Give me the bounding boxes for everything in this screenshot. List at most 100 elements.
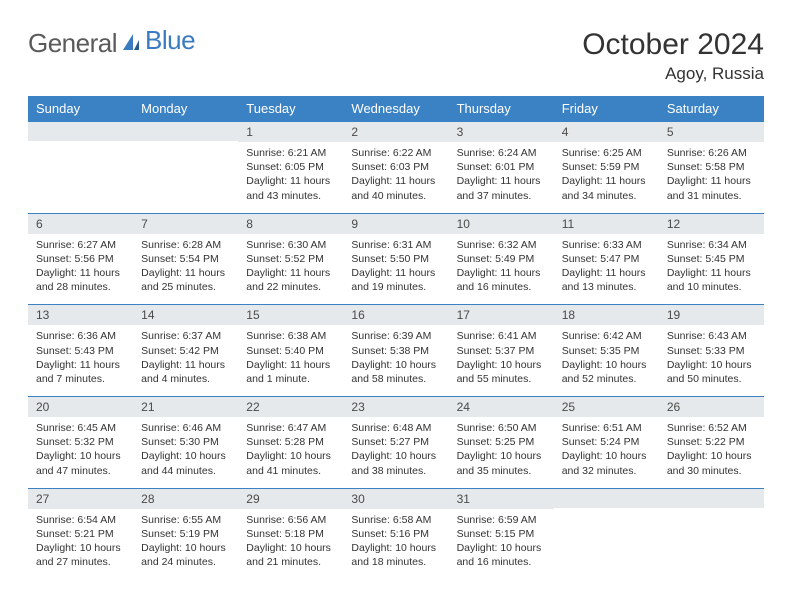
- daylight-text: Daylight: 11 hours and 10 minutes.: [667, 266, 756, 294]
- day-number: 15: [238, 304, 343, 325]
- sunrise-text: Sunrise: 6:45 AM: [36, 421, 125, 435]
- sunset-text: Sunset: 5:49 PM: [457, 252, 546, 266]
- sunset-text: Sunset: 5:19 PM: [141, 527, 230, 541]
- daylight-text: Daylight: 10 hours and 44 minutes.: [141, 449, 230, 477]
- sunrise-text: Sunrise: 6:22 AM: [351, 146, 440, 160]
- day-content: Sunrise: 6:56 AMSunset: 5:18 PMDaylight:…: [238, 509, 343, 580]
- daylight-text: Daylight: 10 hours and 52 minutes.: [562, 358, 651, 386]
- day-number: 2: [343, 121, 448, 142]
- day-number: 14: [133, 304, 238, 325]
- day-number: [28, 121, 133, 141]
- day-content: Sunrise: 6:43 AMSunset: 5:33 PMDaylight:…: [659, 325, 764, 396]
- daylight-text: Daylight: 10 hours and 16 minutes.: [457, 541, 546, 569]
- day-cell: 11Sunrise: 6:33 AMSunset: 5:47 PMDayligh…: [554, 213, 659, 305]
- day-content: Sunrise: 6:55 AMSunset: 5:19 PMDaylight:…: [133, 509, 238, 580]
- day-number: [554, 488, 659, 508]
- day-content: Sunrise: 6:31 AMSunset: 5:50 PMDaylight:…: [343, 234, 448, 305]
- sunrise-text: Sunrise: 6:47 AM: [246, 421, 335, 435]
- daylight-text: Daylight: 10 hours and 47 minutes.: [36, 449, 125, 477]
- daylight-text: Daylight: 11 hours and 4 minutes.: [141, 358, 230, 386]
- dayhead-thu: Thursday: [449, 96, 554, 121]
- sunset-text: Sunset: 5:54 PM: [141, 252, 230, 266]
- sunset-text: Sunset: 5:40 PM: [246, 344, 335, 358]
- daylight-text: Daylight: 10 hours and 30 minutes.: [667, 449, 756, 477]
- sunset-text: Sunset: 5:15 PM: [457, 527, 546, 541]
- day-cell: 24Sunrise: 6:50 AMSunset: 5:25 PMDayligh…: [449, 396, 554, 488]
- day-content: Sunrise: 6:36 AMSunset: 5:43 PMDaylight:…: [28, 325, 133, 396]
- day-number: 13: [28, 304, 133, 325]
- sunset-text: Sunset: 5:16 PM: [351, 527, 440, 541]
- day-cell: 9Sunrise: 6:31 AMSunset: 5:50 PMDaylight…: [343, 213, 448, 305]
- day-cell: 17Sunrise: 6:41 AMSunset: 5:37 PMDayligh…: [449, 304, 554, 396]
- daylight-text: Daylight: 10 hours and 27 minutes.: [36, 541, 125, 569]
- dayhead-row: Sunday Monday Tuesday Wednesday Thursday…: [28, 96, 764, 121]
- day-cell: 18Sunrise: 6:42 AMSunset: 5:35 PMDayligh…: [554, 304, 659, 396]
- daylight-text: Daylight: 11 hours and 16 minutes.: [457, 266, 546, 294]
- day-content: Sunrise: 6:26 AMSunset: 5:58 PMDaylight:…: [659, 142, 764, 213]
- sunset-text: Sunset: 5:58 PM: [667, 160, 756, 174]
- sunrise-text: Sunrise: 6:39 AM: [351, 329, 440, 343]
- sunset-text: Sunset: 5:28 PM: [246, 435, 335, 449]
- day-number: 10: [449, 213, 554, 234]
- daylight-text: Daylight: 10 hours and 58 minutes.: [351, 358, 440, 386]
- daylight-text: Daylight: 10 hours and 18 minutes.: [351, 541, 440, 569]
- sunset-text: Sunset: 5:32 PM: [36, 435, 125, 449]
- sunrise-text: Sunrise: 6:51 AM: [562, 421, 651, 435]
- day-number: 24: [449, 396, 554, 417]
- day-cell: 20 Sunrise: 6:45 AMSunset: 5:32 PMDayligh…: [28, 396, 133, 488]
- sunrise-text: Sunrise: 6:56 AM: [246, 513, 335, 527]
- sunrise-text: Sunrise: 6:41 AM: [457, 329, 546, 343]
- sunset-text: Sunset: 6:03 PM: [351, 160, 440, 174]
- day-number: 12: [659, 213, 764, 234]
- sunrise-text: Sunrise: 6:43 AM: [667, 329, 756, 343]
- daylight-text: Daylight: 11 hours and 28 minutes.: [36, 266, 125, 294]
- daylight-text: Daylight: 10 hours and 24 minutes.: [141, 541, 230, 569]
- day-content: Sunrise: 6:32 AMSunset: 5:49 PMDaylight:…: [449, 234, 554, 305]
- day-number: 18: [554, 304, 659, 325]
- day-content: Sunrise: 6:28 AMSunset: 5:54 PMDaylight:…: [133, 234, 238, 305]
- day-content: Sunrise: 6:59 AMSunset: 5:15 PMDaylight:…: [449, 509, 554, 580]
- calendar-body: 1Sunrise: 6:21 AMSunset: 6:05 PMDaylight…: [28, 121, 764, 579]
- day-cell: 27Sunrise: 6:54 AMSunset: 5:21 PMDayligh…: [28, 488, 133, 580]
- brand-logo: General Blue: [28, 28, 195, 59]
- sail-icon: [121, 28, 141, 59]
- day-cell: 25Sunrise: 6:51 AMSunset: 5:24 PMDayligh…: [554, 396, 659, 488]
- day-cell: [554, 488, 659, 580]
- daylight-text: Daylight: 11 hours and 34 minutes.: [562, 174, 651, 202]
- calendar-page: General Blue October 2024 Agoy, Russia S…: [0, 0, 792, 579]
- day-cell: [133, 121, 238, 213]
- daylight-text: Daylight: 11 hours and 37 minutes.: [457, 174, 546, 202]
- sunrise-text: Sunrise: 6:34 AM: [667, 238, 756, 252]
- daylight-text: Daylight: 10 hours and 50 minutes.: [667, 358, 756, 386]
- day-content: Sunrise: 6:24 AMSunset: 6:01 PMDaylight:…: [449, 142, 554, 213]
- day-content: Sunrise: 6:37 AMSunset: 5:42 PMDaylight:…: [133, 325, 238, 396]
- day-cell: 4Sunrise: 6:25 AMSunset: 5:59 PMDaylight…: [554, 121, 659, 213]
- sunrise-text: Sunrise: 6:27 AM: [36, 238, 125, 252]
- day-cell: [659, 488, 764, 580]
- dayhead-mon: Monday: [133, 96, 238, 121]
- day-number: [133, 121, 238, 141]
- day-content: Sunrise: 6:54 AMSunset: 5:21 PMDaylight:…: [28, 509, 133, 580]
- sunrise-text: Sunrise: 6:46 AM: [141, 421, 230, 435]
- day-cell: 6Sunrise: 6:27 AMSunset: 5:56 PMDaylight…: [28, 213, 133, 305]
- day-content: Sunrise: 6:21 AMSunset: 6:05 PMDaylight:…: [238, 142, 343, 213]
- day-cell: 10Sunrise: 6:32 AMSunset: 5:49 PMDayligh…: [449, 213, 554, 305]
- day-content: Sunrise: 6:30 AMSunset: 5:52 PMDaylight:…: [238, 234, 343, 305]
- sunrise-text: Sunrise: 6:24 AM: [457, 146, 546, 160]
- sunrise-text: Sunrise: 6:48 AM: [351, 421, 440, 435]
- day-content: Sunrise: 6:58 AMSunset: 5:16 PMDaylight:…: [343, 509, 448, 580]
- day-number: 11: [554, 213, 659, 234]
- daylight-text: Daylight: 10 hours and 21 minutes.: [246, 541, 335, 569]
- sunset-text: Sunset: 5:56 PM: [36, 252, 125, 266]
- week-row: 27Sunrise: 6:54 AMSunset: 5:21 PMDayligh…: [28, 488, 764, 580]
- sunset-text: Sunset: 5:42 PM: [141, 344, 230, 358]
- daylight-text: Daylight: 10 hours and 41 minutes.: [246, 449, 335, 477]
- sunset-text: Sunset: 5:33 PM: [667, 344, 756, 358]
- day-cell: 21Sunrise: 6:46 AMSunset: 5:30 PMDayligh…: [133, 396, 238, 488]
- day-cell: 28Sunrise: 6:55 AMSunset: 5:19 PMDayligh…: [133, 488, 238, 580]
- day-content: Sunrise: 6:27 AMSunset: 5:56 PMDaylight:…: [28, 234, 133, 305]
- day-number: 20: [28, 396, 133, 417]
- day-content: Sunrise: 6:34 AMSunset: 5:45 PMDaylight:…: [659, 234, 764, 305]
- day-content: Sunrise: 6:46 AMSunset: 5:30 PMDaylight:…: [133, 417, 238, 488]
- day-cell: 12Sunrise: 6:34 AMSunset: 5:45 PMDayligh…: [659, 213, 764, 305]
